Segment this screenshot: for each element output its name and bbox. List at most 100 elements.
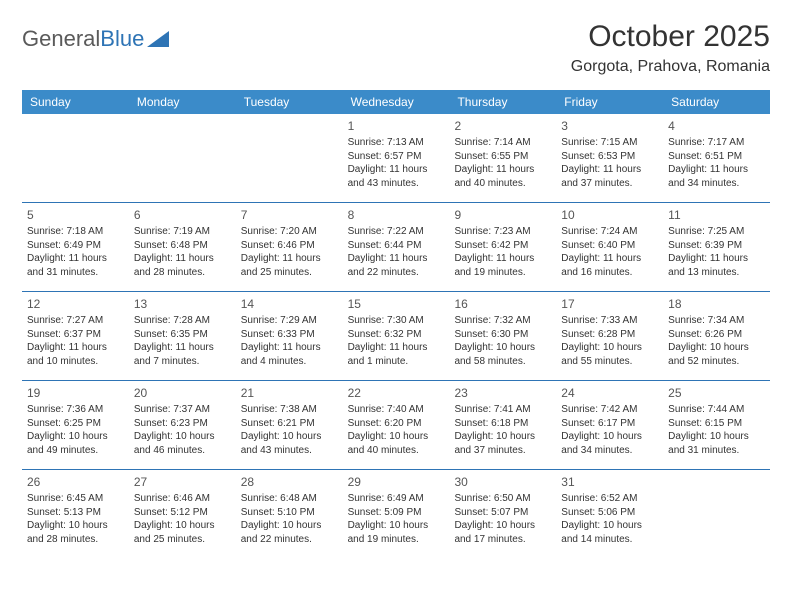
sunrise-text: Sunrise: 7:28 AM xyxy=(134,314,230,328)
sunrise-text: Sunrise: 7:37 AM xyxy=(134,403,230,417)
sunrise-text: Sunrise: 6:52 AM xyxy=(561,492,657,506)
daylight-text: Daylight: 10 hours and 49 minutes. xyxy=(27,430,123,457)
daylight-text: Daylight: 10 hours and 34 minutes. xyxy=(561,430,657,457)
day-header-cell: Friday xyxy=(556,90,663,114)
sunrise-text: Sunrise: 7:15 AM xyxy=(561,136,657,150)
week-row: 26Sunrise: 6:45 AMSunset: 5:13 PMDayligh… xyxy=(22,469,770,558)
week-row: 12 Sunrise: 7:27 AMSunset: 6:37 PM Dayligh… xyxy=(22,291,770,380)
sunset-text: Sunset: 6:48 PM xyxy=(134,239,230,253)
day-number: 18 xyxy=(668,296,764,312)
day-number: 8 xyxy=(348,207,444,223)
sunrise-text: Sunrise: 7:17 AM xyxy=(668,136,764,150)
sunset-text: Sunset: 6:57 PM xyxy=(348,150,444,164)
day-number: 20 xyxy=(134,385,230,401)
sunrise-text: Sunrise: 6:48 AM xyxy=(241,492,337,506)
day-cell xyxy=(22,114,129,202)
sunset-text: Sunset: 6:42 PM xyxy=(454,239,550,253)
day-number: 4 xyxy=(668,118,764,134)
sunrise-text: Sunrise: 7:23 AM xyxy=(454,225,550,239)
daylight-text: Daylight: 11 hours and 31 minutes. xyxy=(27,252,123,279)
sunrise-text: Sunrise: 7:14 AM xyxy=(454,136,550,150)
day-cell: 16Sunrise: 7:32 AMSunset: 6:30 PMDayligh… xyxy=(449,292,556,380)
day-cell: 14Sunrise: 7:29 AMSunset: 6:33 PMDayligh… xyxy=(236,292,343,380)
daylight-text: Daylight: 11 hours and 40 minutes. xyxy=(454,163,550,190)
sunrise-text: Sunrise: 7:30 AM xyxy=(348,314,444,328)
day-cell: 24Sunrise: 7:42 AMSunset: 6:17 PMDayligh… xyxy=(556,381,663,469)
sunrise-text: Sunrise: 7:34 AM xyxy=(668,314,764,328)
daylight-text: Daylight: 10 hours and 46 minutes. xyxy=(134,430,230,457)
weeks-container: 1 Sunrise: 7:13 AMSunset: 6:57 PM Daylight… xyxy=(22,114,770,558)
sunrise-text: Sunrise: 7:13 AM xyxy=(348,136,444,150)
day-number: 22 xyxy=(348,385,444,401)
month-title: October 2025 xyxy=(571,20,770,54)
day-header-cell: Tuesday xyxy=(236,90,343,114)
sunrise-text: Sunrise: 7:33 AM xyxy=(561,314,657,328)
sunrise-text: Sunrise: 7:20 AM xyxy=(241,225,337,239)
sunset-text: Sunset: 6:37 PM xyxy=(27,328,123,342)
sunrise-text: Sunrise: 6:46 AM xyxy=(134,492,230,506)
sunrise-text: Sunrise: 7:19 AM xyxy=(134,225,230,239)
sunrise-text: Sunrise: 7:25 AM xyxy=(668,225,764,239)
header: GeneralBlue October 2025 Gorgota, Prahov… xyxy=(22,20,770,76)
day-header-cell: Saturday xyxy=(663,90,770,114)
day-cell: 22Sunrise: 7:40 AMSunset: 6:20 PMDayligh… xyxy=(343,381,450,469)
sunrise-text: Sunrise: 7:22 AM xyxy=(348,225,444,239)
day-number: 12 xyxy=(27,296,123,312)
sunrise-text: Sunrise: 6:49 AM xyxy=(348,492,444,506)
sunset-text: Sunset: 6:39 PM xyxy=(668,239,764,253)
day-number: 10 xyxy=(561,207,657,223)
sunset-text: Sunset: 6:46 PM xyxy=(241,239,337,253)
calendar: SundayMondayTuesdayWednesdayThursdayFrid… xyxy=(22,90,770,558)
daylight-text: Daylight: 10 hours and 14 minutes. xyxy=(561,519,657,546)
week-row: 19Sunrise: 7:36 AMSunset: 6:25 PMDayligh… xyxy=(22,380,770,469)
sunset-text: Sunset: 6:30 PM xyxy=(454,328,550,342)
sunrise-text: Sunrise: 7:24 AM xyxy=(561,225,657,239)
daylight-text: Daylight: 10 hours and 43 minutes. xyxy=(241,430,337,457)
sunrise-text: Sunrise: 7:41 AM xyxy=(454,403,550,417)
day-cell: 27Sunrise: 6:46 AMSunset: 5:12 PMDayligh… xyxy=(129,470,236,558)
sunrise-text: Sunrise: 6:50 AM xyxy=(454,492,550,506)
day-cell: 11Sunrise: 7:25 AMSunset: 6:39 PMDayligh… xyxy=(663,203,770,291)
sunset-text: Sunset: 6:26 PM xyxy=(668,328,764,342)
day-cell: 21Sunrise: 7:38 AMSunset: 6:21 PMDayligh… xyxy=(236,381,343,469)
day-cell: 10Sunrise: 7:24 AMSunset: 6:40 PMDayligh… xyxy=(556,203,663,291)
day-number: 11 xyxy=(668,207,764,223)
day-header-cell: Sunday xyxy=(22,90,129,114)
day-cell: 12Sunrise: 7:27 AMSunset: 6:37 PMDayligh… xyxy=(22,292,129,380)
day-cell: 20 Sunrise: 7:37 AMSunset: 6:23 PMDayligh… xyxy=(129,381,236,469)
daylight-text: Daylight: 10 hours and 28 minutes. xyxy=(27,519,123,546)
day-cell: 9Sunrise: 7:23 AMSunset: 6:42 PMDaylight… xyxy=(449,203,556,291)
daylight-text: Daylight: 11 hours and 4 minutes. xyxy=(241,341,337,368)
daylight-text: Daylight: 10 hours and 55 minutes. xyxy=(561,341,657,368)
day-cell: 5Sunrise: 7:18 AMSunset: 6:49 PMDaylight… xyxy=(22,203,129,291)
day-cell: 6Sunrise: 7:19 AMSunset: 6:48 PMDaylight… xyxy=(129,203,236,291)
day-cell xyxy=(129,114,236,202)
daylight-text: Daylight: 11 hours and 7 minutes. xyxy=(134,341,230,368)
day-cell: 26Sunrise: 6:45 AMSunset: 5:13 PMDayligh… xyxy=(22,470,129,558)
day-cell: 23Sunrise: 7:41 AMSunset: 6:18 PMDayligh… xyxy=(449,381,556,469)
day-number: 21 xyxy=(241,385,337,401)
sunset-text: Sunset: 6:51 PM xyxy=(668,150,764,164)
day-number: 29 xyxy=(348,474,444,490)
daylight-text: Daylight: 10 hours and 19 minutes. xyxy=(348,519,444,546)
day-number: 26 xyxy=(27,474,123,490)
sunset-text: Sunset: 6:15 PM xyxy=(668,417,764,431)
sunset-text: Sunset: 6:49 PM xyxy=(27,239,123,253)
day-number: 7 xyxy=(241,207,337,223)
sunrise-text: Sunrise: 7:40 AM xyxy=(348,403,444,417)
day-number: 1 xyxy=(348,118,444,134)
day-number: 16 xyxy=(454,296,550,312)
sunset-text: Sunset: 6:20 PM xyxy=(348,417,444,431)
daylight-text: Daylight: 11 hours and 28 minutes. xyxy=(134,252,230,279)
daylight-text: Daylight: 10 hours and 31 minutes. xyxy=(668,430,764,457)
day-number: 15 xyxy=(348,296,444,312)
logo-text-general: General xyxy=(22,26,100,52)
sunrise-text: Sunrise: 7:42 AM xyxy=(561,403,657,417)
day-cell: 30Sunrise: 6:50 AMSunset: 5:07 PMDayligh… xyxy=(449,470,556,558)
day-number: 3 xyxy=(561,118,657,134)
sunset-text: Sunset: 6:32 PM xyxy=(348,328,444,342)
day-number: 27 xyxy=(134,474,230,490)
day-number: 5 xyxy=(27,207,123,223)
sunset-text: Sunset: 6:23 PM xyxy=(134,417,230,431)
sunrise-text: Sunrise: 7:27 AM xyxy=(27,314,123,328)
